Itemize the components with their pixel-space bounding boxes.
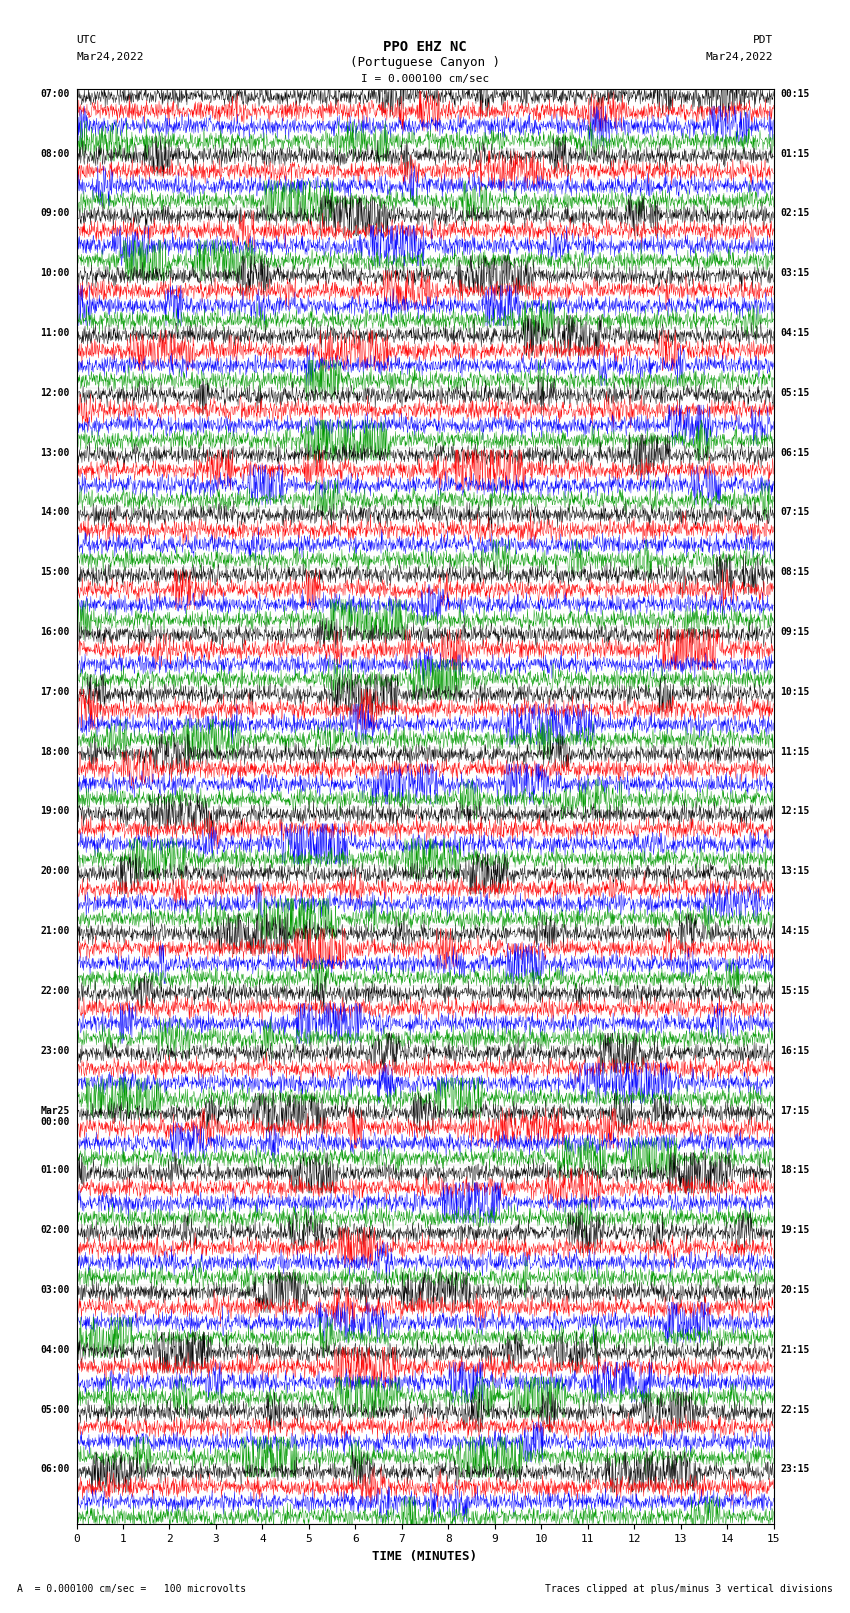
Text: 09:15: 09:15 <box>780 627 810 637</box>
Text: 16:15: 16:15 <box>780 1045 810 1057</box>
Text: 08:00: 08:00 <box>40 148 70 158</box>
Text: Traces clipped at plus/minus 3 vertical divisions: Traces clipped at plus/minus 3 vertical … <box>545 1584 833 1594</box>
Text: 14:00: 14:00 <box>40 508 70 518</box>
Text: 01:00: 01:00 <box>40 1165 70 1176</box>
Text: Mar24,2022: Mar24,2022 <box>76 52 144 61</box>
Text: 02:00: 02:00 <box>40 1226 70 1236</box>
Text: 18:15: 18:15 <box>780 1165 810 1176</box>
Text: 17:15: 17:15 <box>780 1105 810 1116</box>
Text: 14:15: 14:15 <box>780 926 810 936</box>
Text: 12:15: 12:15 <box>780 806 810 816</box>
Text: 13:00: 13:00 <box>40 448 70 458</box>
X-axis label: TIME (MINUTES): TIME (MINUTES) <box>372 1550 478 1563</box>
Text: 08:15: 08:15 <box>780 568 810 577</box>
Text: 06:15: 06:15 <box>780 448 810 458</box>
Text: Mar25
00:00: Mar25 00:00 <box>40 1105 70 1127</box>
Text: PDT: PDT <box>753 35 774 45</box>
Text: 02:15: 02:15 <box>780 208 810 218</box>
Text: 00:15: 00:15 <box>780 89 810 98</box>
Text: 17:00: 17:00 <box>40 687 70 697</box>
Text: 13:15: 13:15 <box>780 866 810 876</box>
Text: 07:00: 07:00 <box>40 89 70 98</box>
Text: 23:15: 23:15 <box>780 1465 810 1474</box>
Text: (Portuguese Canyon ): (Portuguese Canyon ) <box>350 56 500 69</box>
Text: 04:00: 04:00 <box>40 1345 70 1355</box>
Text: 10:00: 10:00 <box>40 268 70 277</box>
Text: 15:15: 15:15 <box>780 986 810 995</box>
Text: 18:00: 18:00 <box>40 747 70 756</box>
Text: 20:00: 20:00 <box>40 866 70 876</box>
Text: PPO EHZ NC: PPO EHZ NC <box>383 40 467 55</box>
Text: 09:00: 09:00 <box>40 208 70 218</box>
Text: I = 0.000100 cm/sec: I = 0.000100 cm/sec <box>361 74 489 84</box>
Text: 10:15: 10:15 <box>780 687 810 697</box>
Text: 11:00: 11:00 <box>40 327 70 339</box>
Text: 22:15: 22:15 <box>780 1405 810 1415</box>
Text: 21:15: 21:15 <box>780 1345 810 1355</box>
Text: UTC: UTC <box>76 35 97 45</box>
Text: 19:00: 19:00 <box>40 806 70 816</box>
Text: 11:15: 11:15 <box>780 747 810 756</box>
Text: 05:00: 05:00 <box>40 1405 70 1415</box>
Text: 07:15: 07:15 <box>780 508 810 518</box>
Text: A  = 0.000100 cm/sec =   100 microvolts: A = 0.000100 cm/sec = 100 microvolts <box>17 1584 246 1594</box>
Text: 04:15: 04:15 <box>780 327 810 339</box>
Text: 15:00: 15:00 <box>40 568 70 577</box>
Text: 16:00: 16:00 <box>40 627 70 637</box>
Text: 01:15: 01:15 <box>780 148 810 158</box>
Text: 22:00: 22:00 <box>40 986 70 995</box>
Text: Mar24,2022: Mar24,2022 <box>706 52 774 61</box>
Text: 06:00: 06:00 <box>40 1465 70 1474</box>
Text: 03:15: 03:15 <box>780 268 810 277</box>
Text: 19:15: 19:15 <box>780 1226 810 1236</box>
Text: 12:00: 12:00 <box>40 387 70 398</box>
Text: 05:15: 05:15 <box>780 387 810 398</box>
Text: 23:00: 23:00 <box>40 1045 70 1057</box>
Text: 03:00: 03:00 <box>40 1286 70 1295</box>
Text: 20:15: 20:15 <box>780 1286 810 1295</box>
Text: 21:00: 21:00 <box>40 926 70 936</box>
